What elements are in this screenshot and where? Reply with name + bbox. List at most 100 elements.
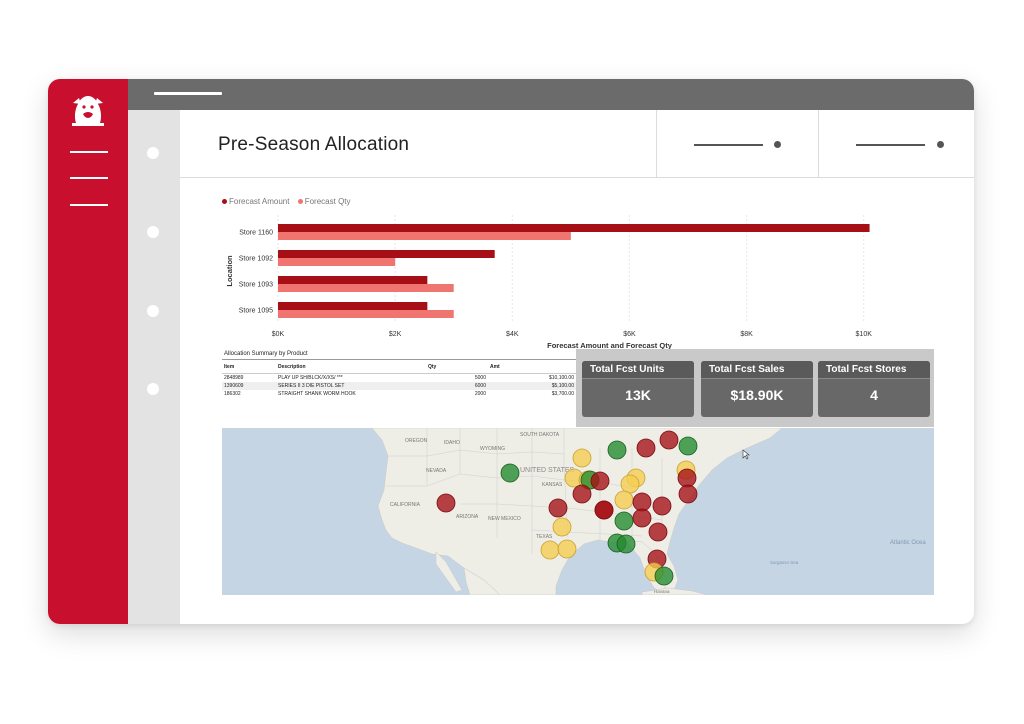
page-rail <box>128 110 180 624</box>
kpi-panel: Total Fcst Units 13K Total Fcst Sales $1… <box>576 349 934 427</box>
filter-slicer-2[interactable] <box>819 110 974 177</box>
bar-forecast-qty[interactable] <box>278 232 571 240</box>
map-label-atlantic: Atlantic Ocea <box>890 540 926 546</box>
map-marker <box>590 471 610 491</box>
legend-item-amount[interactable]: Forecast Amount <box>222 197 289 206</box>
map-marker <box>552 517 572 537</box>
page-title: Pre-Season Allocation <box>218 134 410 155</box>
map-label-nevada: NEVADA <box>426 468 447 474</box>
bar-forecast-amount[interactable] <box>278 224 870 232</box>
legend-item-qty[interactable]: Forecast Qty <box>297 197 351 206</box>
map-label-wyoming: WYOMING <box>480 446 505 452</box>
map-label-havana: Havana <box>654 589 670 594</box>
map-marker <box>548 498 568 518</box>
map-marker <box>678 436 698 456</box>
map-label-new-mexico: NEW MEXICO <box>488 516 521 522</box>
bar-forecast-qty[interactable] <box>278 258 396 266</box>
top-bar <box>128 79 974 110</box>
map-marker <box>500 463 520 483</box>
cell-description: SERIES II 3 DIE PISTOL SET <box>276 382 426 390</box>
col-qty[interactable]: Qty <box>426 360 488 374</box>
map-label-kansas: KANSAS <box>542 482 563 488</box>
chart-legend: Forecast Amount Forecast Qty <box>222 197 357 206</box>
x-tick-label: $2K <box>389 331 402 338</box>
map-marker <box>616 534 636 554</box>
map-marker <box>648 522 668 542</box>
page-dot-3[interactable] <box>147 305 159 317</box>
cell-description: PLAY UP SH/BLCK/X/XS/ *** <box>278 375 343 381</box>
map-label-oregon: OREGON <box>405 438 428 444</box>
bar-forecast-amount[interactable] <box>278 276 428 284</box>
menu-line-2[interactable] <box>70 177 108 179</box>
kpi-value: 4 <box>870 387 878 403</box>
bar-forecast-qty[interactable] <box>278 284 454 292</box>
y-tick-label: Store 1160 <box>239 230 273 237</box>
kpi-card-stores[interactable]: Total Fcst Stores 4 <box>818 361 930 417</box>
kpi-value: 13K <box>625 387 651 403</box>
header-divider-2 <box>818 110 819 177</box>
x-tick-label: $4K <box>506 331 519 338</box>
kpi-value: $18.90K <box>730 387 784 403</box>
map-canvas[interactable]: OREGON IDAHO WYOMING SOUTH DAKOTA UNITED… <box>222 428 934 595</box>
map-labels: OREGON IDAHO WYOMING SOUTH DAKOTA UNITED… <box>390 432 926 594</box>
page-dot-1[interactable] <box>147 147 159 159</box>
page-dot-4[interactable] <box>147 383 159 395</box>
kpi-label: Total Fcst Stores <box>818 361 930 379</box>
col-amt[interactable]: Amt <box>488 360 576 374</box>
kpi-card-sales[interactable]: Total Fcst Sales $18.90K <box>701 361 813 417</box>
table-row[interactable]: 2848989 PLAY UP SH/BLCK/X/XS/ *** 5000 $… <box>222 374 576 383</box>
map-marker <box>636 438 656 458</box>
x-axis-title: Forecast Amount and Forecast Qty <box>547 341 673 349</box>
col-item[interactable]: Item <box>222 360 276 374</box>
table-row[interactable]: 1390609 SERIES II 3 DIE PISTOL SET 6000 … <box>222 382 576 390</box>
forecast-bar-chart: $0K $2K $4K $6K $8K $10K Forecast Amount and F… <box>225 215 872 349</box>
map-marker <box>659 430 679 450</box>
baja-peninsula <box>435 551 463 593</box>
header-divider-1 <box>656 110 657 177</box>
table-title: Allocation Summary by Product <box>222 349 576 360</box>
mexico-mainland <box>463 567 501 595</box>
bulldog-logo[interactable] <box>69 93 107 129</box>
map-marker <box>572 484 592 504</box>
cuba <box>641 587 709 595</box>
menu-line-1[interactable] <box>70 151 108 153</box>
x-tick-label: $8K <box>740 331 753 338</box>
map-label-idaho: IDAHO <box>444 440 460 446</box>
map-marker <box>540 540 560 560</box>
kpi-label: Total Fcst Units <box>582 361 694 379</box>
cell-item: 1390609 <box>222 382 276 390</box>
cell-item: 2848989 <box>224 375 244 381</box>
app-window: Pre-Season Allocation Forecast Amount Fo… <box>48 79 974 624</box>
map-marker <box>614 490 634 510</box>
cell-amt: $3,700.00 <box>551 391 574 397</box>
map-label-texas: TEXAS <box>536 534 553 540</box>
legend-swatch-qty <box>297 199 303 205</box>
mouse-cursor-icon <box>742 449 750 460</box>
map-label-arizona: ARIZONA <box>456 514 479 520</box>
bar-forecast-amount[interactable] <box>278 250 495 258</box>
legend-swatch-amount <box>222 199 227 205</box>
menu-line-3[interactable] <box>70 204 108 206</box>
map-marker <box>572 448 592 468</box>
cell-qty: 5000 <box>474 375 486 381</box>
y-tick-label: Store 1095 <box>239 308 273 315</box>
col-description[interactable]: Description <box>276 360 426 374</box>
map-marker <box>614 511 634 531</box>
x-tick-label: $0K <box>272 331 285 338</box>
kpi-label: Total Fcst Sales <box>701 361 813 379</box>
bar-forecast-amount[interactable] <box>278 302 428 310</box>
filter-slicer-1[interactable] <box>657 110 818 177</box>
legend-label-amount: Forecast Amount <box>229 197 290 206</box>
bar-forecast-qty[interactable] <box>278 310 454 318</box>
kpi-card-units[interactable]: Total Fcst Units 13K <box>582 361 694 417</box>
page-dot-2[interactable] <box>147 226 159 238</box>
legend-label-qty: Forecast Qty <box>304 197 351 206</box>
table-row[interactable]: 186302 STRAIGHT SHANK WORM HOOK 2000 $3,… <box>222 390 576 398</box>
table-header-row: Item Description Qty Amt <box>222 360 576 374</box>
y-tick-label: Store 1092 <box>239 256 273 263</box>
map-label-united-states: UNITED STATES <box>520 467 575 474</box>
map-marker <box>677 468 697 488</box>
map-marker <box>607 440 627 460</box>
store-markers[interactable] <box>436 430 698 586</box>
store-map[interactable]: OREGON IDAHO WYOMING SOUTH DAKOTA UNITED… <box>222 428 934 595</box>
